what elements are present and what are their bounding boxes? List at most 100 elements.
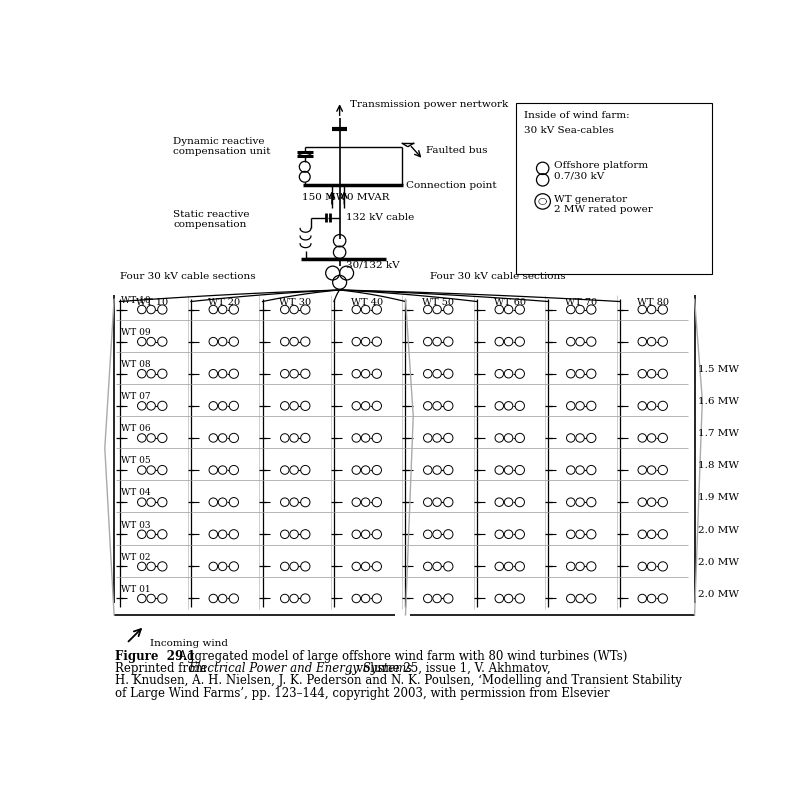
Text: 150 MW: 150 MW	[302, 193, 347, 202]
Circle shape	[147, 338, 155, 346]
Circle shape	[157, 401, 167, 410]
Text: 1.6 MW: 1.6 MW	[698, 397, 739, 406]
Circle shape	[209, 594, 218, 603]
Circle shape	[504, 498, 513, 506]
Circle shape	[576, 338, 584, 346]
Circle shape	[361, 562, 370, 571]
Text: 1.8 MW: 1.8 MW	[698, 461, 739, 471]
Circle shape	[638, 594, 646, 603]
Circle shape	[157, 594, 167, 603]
Text: WT 70: WT 70	[565, 298, 597, 307]
Circle shape	[352, 562, 361, 571]
Text: Transmission power nertwork: Transmission power nertwork	[351, 100, 509, 109]
Circle shape	[290, 466, 298, 474]
Circle shape	[372, 497, 382, 507]
Circle shape	[576, 369, 584, 378]
Circle shape	[147, 530, 155, 538]
Circle shape	[515, 594, 525, 603]
Circle shape	[424, 434, 432, 442]
Circle shape	[638, 338, 646, 346]
Text: Inside of wind farm:: Inside of wind farm:	[524, 110, 630, 119]
Circle shape	[567, 401, 575, 410]
Circle shape	[424, 338, 432, 346]
Circle shape	[219, 401, 227, 410]
Circle shape	[147, 466, 155, 474]
Text: WT 07: WT 07	[121, 392, 151, 401]
Circle shape	[290, 369, 298, 378]
Circle shape	[301, 594, 310, 603]
Circle shape	[576, 562, 584, 571]
Text: Static reactive
compensation: Static reactive compensation	[173, 210, 250, 230]
Circle shape	[352, 434, 361, 442]
Circle shape	[138, 305, 146, 314]
Circle shape	[647, 466, 656, 474]
Circle shape	[587, 369, 596, 378]
Circle shape	[209, 562, 218, 571]
Circle shape	[301, 465, 310, 475]
Circle shape	[138, 338, 146, 346]
Circle shape	[658, 465, 668, 475]
Circle shape	[138, 530, 146, 538]
Text: WT 01: WT 01	[121, 584, 151, 594]
Circle shape	[281, 562, 289, 571]
Circle shape	[281, 498, 289, 506]
Circle shape	[219, 498, 227, 506]
Circle shape	[504, 562, 513, 571]
Circle shape	[444, 594, 453, 603]
Circle shape	[219, 434, 227, 442]
Circle shape	[290, 530, 298, 538]
Circle shape	[658, 337, 668, 347]
Circle shape	[209, 401, 218, 410]
Circle shape	[495, 434, 503, 442]
Circle shape	[444, 497, 453, 507]
Circle shape	[424, 466, 432, 474]
Circle shape	[352, 305, 361, 314]
Circle shape	[504, 401, 513, 410]
Circle shape	[638, 434, 646, 442]
Circle shape	[504, 338, 513, 346]
Circle shape	[432, 530, 441, 538]
Circle shape	[658, 401, 668, 410]
Circle shape	[515, 401, 525, 410]
Circle shape	[515, 305, 525, 314]
Circle shape	[301, 434, 310, 442]
Circle shape	[209, 338, 218, 346]
Text: 2.0 MW: 2.0 MW	[698, 558, 739, 567]
Circle shape	[372, 369, 382, 378]
Circle shape	[372, 594, 382, 603]
Circle shape	[372, 530, 382, 539]
Circle shape	[361, 530, 370, 538]
Circle shape	[372, 434, 382, 442]
Circle shape	[424, 594, 432, 603]
Circle shape	[301, 497, 310, 507]
Circle shape	[444, 305, 453, 314]
Circle shape	[432, 498, 441, 506]
Circle shape	[658, 530, 668, 539]
Circle shape	[432, 401, 441, 410]
Circle shape	[495, 530, 503, 538]
Circle shape	[515, 434, 525, 442]
Circle shape	[432, 338, 441, 346]
Circle shape	[658, 434, 668, 442]
Circle shape	[219, 466, 227, 474]
Circle shape	[587, 530, 596, 539]
Text: WT 20: WT 20	[207, 298, 240, 307]
Text: WT 02: WT 02	[121, 553, 150, 562]
Circle shape	[647, 530, 656, 538]
Circle shape	[587, 594, 596, 603]
Circle shape	[504, 434, 513, 442]
Circle shape	[157, 562, 167, 571]
Circle shape	[229, 337, 238, 347]
Circle shape	[567, 305, 575, 314]
Circle shape	[424, 369, 432, 378]
Circle shape	[290, 434, 298, 442]
Circle shape	[281, 530, 289, 538]
Circle shape	[301, 337, 310, 347]
Circle shape	[647, 305, 656, 314]
Circle shape	[281, 434, 289, 442]
Circle shape	[209, 369, 218, 378]
Circle shape	[424, 562, 432, 571]
Circle shape	[424, 530, 432, 538]
Circle shape	[147, 498, 155, 506]
Circle shape	[147, 401, 155, 410]
